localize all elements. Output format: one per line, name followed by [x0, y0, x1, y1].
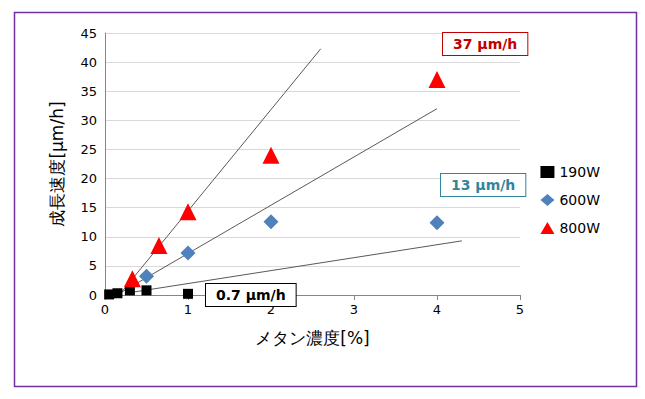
svg-text:600W: 600W	[559, 192, 600, 208]
svg-text:15: 15	[80, 200, 97, 215]
svg-text:0: 0	[89, 288, 97, 303]
svg-text:メタン濃度[%]: メタン濃度[%]	[255, 328, 369, 348]
svg-text:13 μm/h: 13 μm/h	[451, 177, 515, 193]
svg-text:0: 0	[101, 302, 109, 317]
svg-text:20: 20	[80, 171, 97, 186]
svg-text:成長速度[μm/h]: 成長速度[μm/h]	[47, 101, 67, 226]
svg-text:1: 1	[184, 302, 192, 317]
svg-text:5: 5	[516, 302, 524, 317]
svg-text:35: 35	[80, 84, 97, 99]
svg-text:2: 2	[266, 302, 276, 317]
svg-text:4: 4	[433, 302, 441, 317]
svg-text:30: 30	[80, 113, 97, 128]
svg-text:3: 3	[350, 302, 358, 317]
svg-text:0.7 μm/h: 0.7 μm/h	[216, 287, 286, 303]
svg-text:800W: 800W	[559, 220, 600, 236]
svg-text:40: 40	[80, 55, 97, 70]
svg-text:37 μm/h: 37 μm/h	[453, 36, 517, 52]
svg-text:25: 25	[80, 142, 97, 157]
svg-text:45: 45	[80, 26, 97, 41]
svg-text:10: 10	[80, 229, 97, 244]
svg-text:5: 5	[89, 258, 97, 273]
svg-text:190W: 190W	[559, 164, 600, 180]
